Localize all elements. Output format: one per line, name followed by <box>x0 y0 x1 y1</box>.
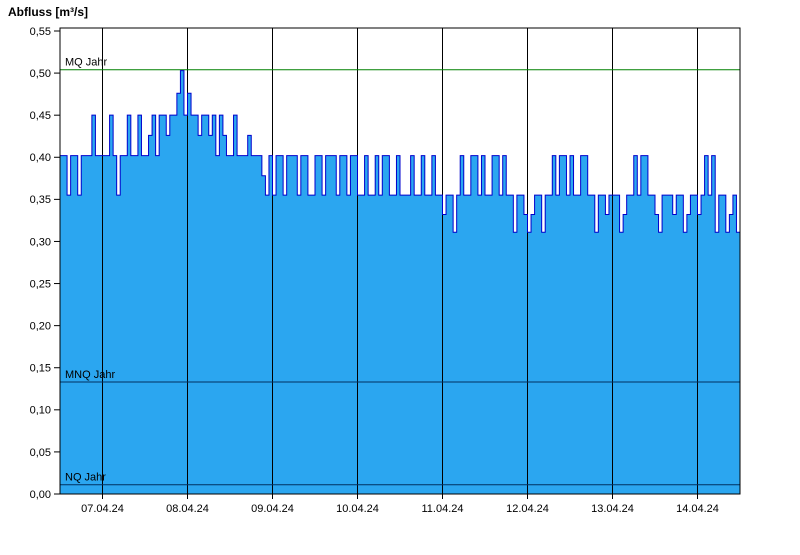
y-tick-label: 0,25 <box>30 278 51 290</box>
chart-title: Abfluss [m³/s] <box>8 5 89 19</box>
reference-label-mq-jahr: MQ Jahr <box>65 57 108 69</box>
plot-border <box>59 27 741 495</box>
x-tick-label: 10.04.24 <box>336 503 379 515</box>
x-tick-label: 09.04.24 <box>251 503 294 515</box>
y-tick-label: 0,20 <box>30 320 51 332</box>
x-tick-label: 12.04.24 <box>506 503 549 515</box>
y-tick-label: 0,30 <box>30 236 51 248</box>
y-tick-label: 0,55 <box>30 26 51 38</box>
y-tick-label: 0,40 <box>30 152 51 164</box>
y-tick-label: 0,00 <box>30 489 51 501</box>
x-tick-label: 14.04.24 <box>676 503 719 515</box>
x-tick-label: 11.04.24 <box>421 503 463 515</box>
y-tick-label: 0,10 <box>30 405 51 417</box>
y-tick-label: 0,05 <box>30 447 51 459</box>
y-tick-label: 0,35 <box>30 194 51 206</box>
x-tick-label: 07.04.24 <box>81 503 124 515</box>
reference-label-mnq-jahr: MNQ Jahr <box>65 369 115 381</box>
y-tick-label: 0,45 <box>30 110 51 122</box>
series-line <box>60 70 740 233</box>
y-tick-label: 0,15 <box>30 363 51 375</box>
reference-label-nq-jahr: NQ Jahr <box>65 472 106 484</box>
x-tick-label: 08.04.24 <box>166 503 209 515</box>
y-tick-label: 0,50 <box>30 68 51 80</box>
x-tick-label: 13.04.24 <box>591 503 634 515</box>
